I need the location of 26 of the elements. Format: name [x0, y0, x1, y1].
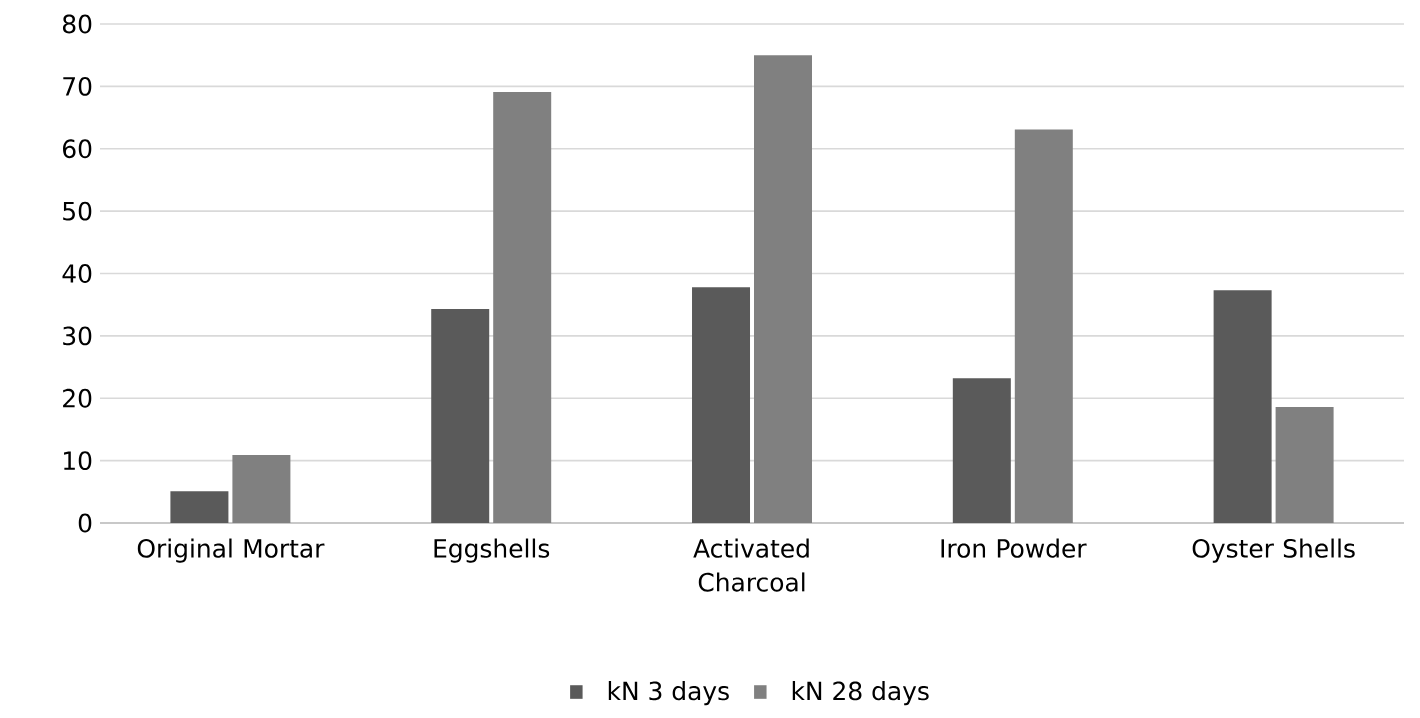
bar	[754, 55, 812, 523]
bar	[493, 92, 552, 523]
x-tick-label: Activated Charcoal	[693, 538, 809, 592]
y-tick-label: 10	[64, 451, 92, 471]
bar	[1213, 290, 1272, 523]
x-tick-label: Original Mortar	[137, 538, 325, 563]
y-tick-label: 20	[63, 388, 92, 408]
x-tick-label: Eggshells	[434, 538, 550, 563]
bar	[170, 491, 229, 523]
legend-label: kN 3 days	[608, 681, 729, 706]
x-tick-label: Oyster Shells	[1192, 538, 1355, 563]
y-tick-label: 40	[62, 264, 92, 283]
y-tick-label: 80	[62, 14, 92, 34]
y-tick-label: 50	[63, 201, 92, 221]
bar	[1014, 129, 1073, 523]
bar	[692, 287, 751, 523]
bar	[232, 455, 291, 523]
legend-label: kN 28 days	[792, 681, 929, 706]
bar	[952, 378, 1011, 523]
y-tick-label: 70	[63, 76, 92, 96]
y-tick-label: 0	[78, 513, 92, 533]
bar	[431, 309, 490, 523]
y-tick-label: 30	[63, 326, 92, 346]
y-tick-label: 60	[63, 139, 92, 159]
bar	[1275, 406, 1334, 523]
x-tick-label: Iron Powder	[941, 538, 1087, 558]
